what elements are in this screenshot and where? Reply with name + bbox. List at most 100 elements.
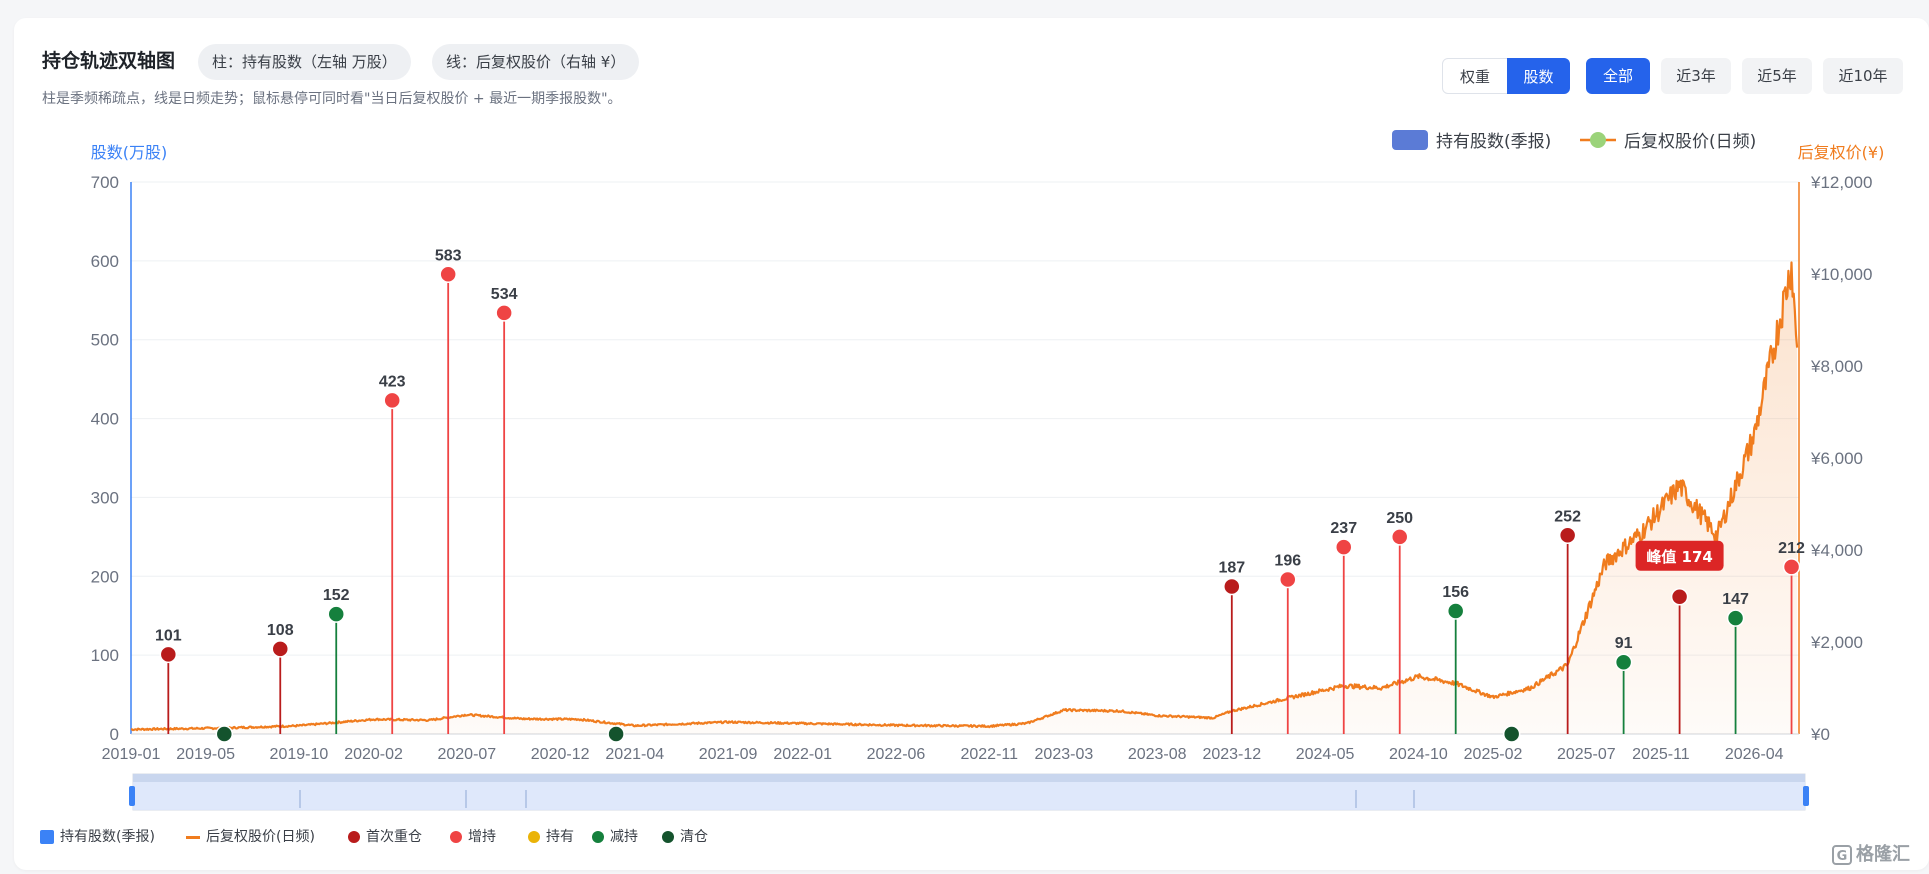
legend-swatch <box>592 831 604 843</box>
holding-label: 423 <box>379 373 406 390</box>
legend-label: 持有股数(季报) <box>60 829 155 845</box>
holding-dot <box>1782 558 1801 576</box>
right-tick-label: ¥6,000 <box>1810 449 1863 468</box>
range-3y-button[interactable]: 近3年 <box>1661 58 1731 94</box>
holding-label: 91 <box>1615 635 1633 652</box>
left-tick-label: 200 <box>91 567 119 586</box>
x-tick-label: 2023-08 <box>1128 746 1187 763</box>
right-tick-label: ¥10,000 <box>1810 265 1872 284</box>
legend-label: 持有 <box>546 829 574 845</box>
right-tick-label: ¥2,000 <box>1810 633 1863 652</box>
holding-dot <box>1446 602 1465 620</box>
holding-dot <box>1390 528 1409 546</box>
legend-label: 首次重仓 <box>366 829 422 845</box>
watermark-text: 格隆汇 <box>1856 844 1910 865</box>
holding-dot <box>1335 538 1353 556</box>
zoom-window <box>133 782 1805 810</box>
line-axis-pill: 线：后复权股价（右轴 ¥） <box>432 44 640 80</box>
left-axis-title: 股数(万股) <box>91 143 168 162</box>
right-tick-label: ¥0 <box>1810 725 1830 744</box>
x-tick-label: 2019-01 <box>102 746 161 763</box>
x-tick-label: 2021-09 <box>699 746 758 763</box>
holding-label: 237 <box>1330 520 1357 537</box>
x-tick-label: 2019-05 <box>176 746 235 763</box>
holding-label: 583 <box>435 247 462 264</box>
right-tick-label: ¥8,000 <box>1810 357 1863 376</box>
x-tick-label: 2020-12 <box>531 746 590 763</box>
left-tick-label: 0 <box>110 725 119 744</box>
mode-weight-button[interactable]: 权重 <box>1442 58 1508 94</box>
right-tick-label: ¥4,000 <box>1810 541 1863 560</box>
left-tick-label: 700 <box>91 173 119 192</box>
holding-label: 212 <box>1778 540 1805 557</box>
x-tick-label: 2026-04 <box>1725 746 1784 763</box>
range-5y-button[interactable]: 近5年 <box>1742 58 1812 94</box>
range-all-button[interactable]: 全部 <box>1586 58 1650 94</box>
legend-label: 后复权股价(日频) <box>206 829 315 845</box>
holding-dot <box>1223 577 1241 596</box>
bottom-legend-item[interactable]: 清仓 <box>662 826 708 846</box>
logo-icon: G <box>1832 845 1852 865</box>
legend-swatch <box>40 830 54 844</box>
peak-callout <box>1635 540 1724 571</box>
watermark: G 格隆汇 <box>1832 840 1910 866</box>
chart-subtitle: 柱是季频稀疏点，线是日频走势；鼠标悬停可同时看"当日后复权股价 + 最近一期季报… <box>42 91 622 107</box>
holding-label: 250 <box>1386 510 1413 527</box>
legend-label: 减持 <box>610 829 638 845</box>
legend-swatch <box>348 831 360 843</box>
legend-swatch <box>450 831 462 843</box>
left-tick-label: 600 <box>91 252 119 271</box>
legend-bar-swatch <box>1392 130 1428 150</box>
x-tick-label: 2024-05 <box>1296 746 1355 763</box>
holding-dot <box>271 640 290 658</box>
bottom-legend-item[interactable]: 减持 <box>592 826 638 846</box>
bottom-legend-item[interactable]: 增持 <box>450 826 496 846</box>
holding-label: 534 <box>491 286 518 303</box>
holding-dot <box>159 645 178 664</box>
left-tick-label: 300 <box>91 488 119 507</box>
chart-title: 持仓轨迹双轴图 <box>42 50 176 72</box>
bottom-legend-item[interactable]: 后复权股价(日频) <box>186 826 315 846</box>
holding-label: 108 <box>267 622 294 639</box>
right-axis-title: 后复权价(¥) <box>1798 143 1885 162</box>
holding-label: 187 <box>1218 560 1245 577</box>
range-10y-button[interactable]: 近10年 <box>1823 58 1903 94</box>
zoom-top-bar <box>133 774 1805 782</box>
legend-label: 清仓 <box>680 829 708 845</box>
mode-shares-button[interactable]: 股数 <box>1507 58 1570 94</box>
x-tick-label: 2025-02 <box>1464 746 1523 763</box>
holding-label: 152 <box>323 587 350 604</box>
holding-dot <box>383 391 401 410</box>
right-tick-label: ¥12,000 <box>1810 173 1872 192</box>
legend-line-label: 后复权股价(日频) <box>1624 132 1756 152</box>
zoom-slider[interactable] <box>129 773 1809 811</box>
holding-dot <box>439 265 457 284</box>
price-line <box>130 261 1799 732</box>
holding-label: 156 <box>1442 584 1469 601</box>
legend-swatch <box>662 831 674 843</box>
x-tick-label: 2023-12 <box>1202 746 1261 763</box>
holding-dot <box>1279 570 1297 589</box>
holding-label: 101 <box>155 627 182 644</box>
holding-label: 252 <box>1554 508 1581 525</box>
clear-dot <box>607 725 625 743</box>
x-tick-label: 2025-07 <box>1557 746 1616 763</box>
bar-axis-pill: 柱：持有股数（左轴 万股） <box>198 44 411 80</box>
x-tick-label: 2025-11 <box>1632 746 1690 763</box>
holding-dot <box>1726 609 1745 627</box>
holding-dot <box>327 605 345 623</box>
bottom-legend-item[interactable]: 持有 <box>528 826 574 846</box>
left-tick-label: 400 <box>91 410 119 429</box>
x-tick-label: 2020-02 <box>344 746 403 763</box>
x-tick-label: 2022-01 <box>773 746 832 763</box>
left-tick-label: 500 <box>91 331 119 350</box>
holding-dot <box>495 304 513 322</box>
clear-dot <box>1502 725 1521 743</box>
top-legend: 持有股数(季报) 后复权股价(日频) <box>1392 130 1756 152</box>
x-tick-label: 2020-07 <box>437 746 496 763</box>
bottom-legend-item[interactable]: 持有股数(季报) <box>40 826 155 846</box>
holding-label: 196 <box>1274 552 1301 569</box>
left-tick-label: 100 <box>91 646 119 665</box>
bottom-legend-item[interactable]: 首次重仓 <box>348 826 422 846</box>
